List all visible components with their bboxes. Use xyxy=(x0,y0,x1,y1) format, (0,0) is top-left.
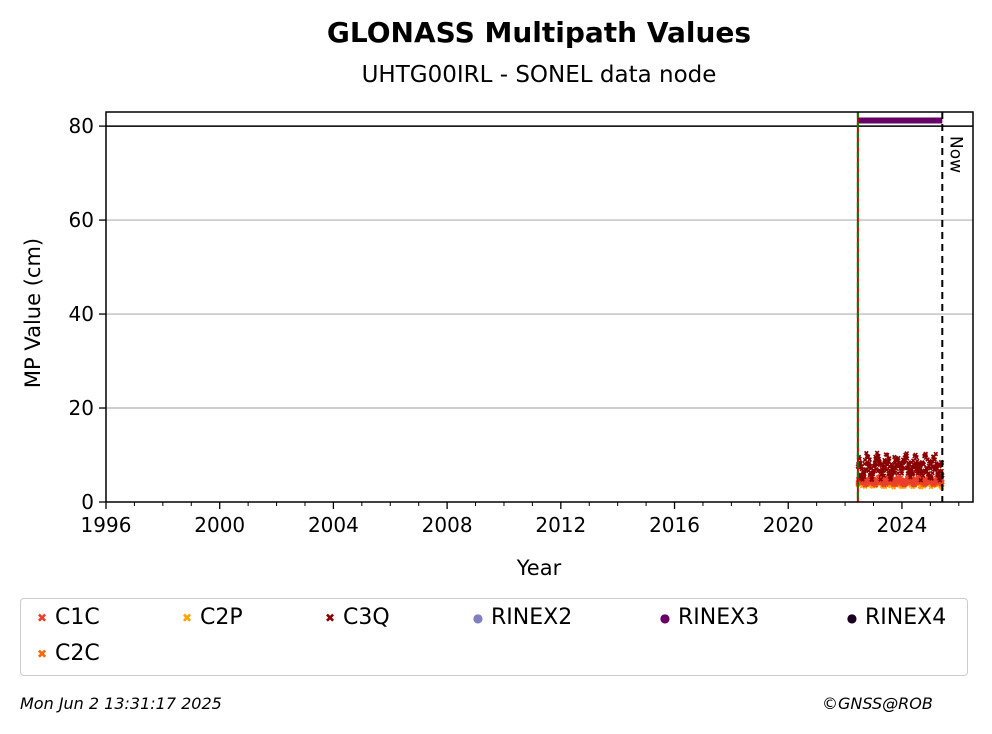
data-point xyxy=(858,460,863,466)
legend-label: C2P xyxy=(200,605,243,630)
dot-marker-icon: ● xyxy=(472,610,484,625)
data-point xyxy=(893,466,899,472)
x-tick-label: 1996 xyxy=(81,513,132,537)
data-point xyxy=(865,454,871,460)
data-point xyxy=(932,457,938,463)
y-tick-label: 60 xyxy=(69,208,94,232)
data-point xyxy=(933,451,939,457)
x-tick-label: 2004 xyxy=(308,513,359,537)
x-tick-label: 2016 xyxy=(649,513,700,537)
x-tick-label: 2020 xyxy=(763,513,814,537)
y-tick-label: 20 xyxy=(69,396,94,420)
legend: ✖ C1C ✖ C2P ✖ C3Q ● RINEX2 ● RINEX3 ● RI… xyxy=(20,598,968,676)
y-axis-label: MP Value (cm) xyxy=(21,238,45,388)
x-marker-icon: ✖ xyxy=(324,610,336,625)
data-point xyxy=(895,455,901,461)
data-point xyxy=(923,451,929,457)
data-point xyxy=(904,456,910,461)
data-point xyxy=(886,456,892,461)
legend-item-c2p: ✖ C2P xyxy=(178,605,243,630)
data-point xyxy=(910,470,916,476)
data-point xyxy=(910,458,916,463)
legend-label: RINEX2 xyxy=(491,605,573,630)
legend-item-rinex3: ● RINEX3 xyxy=(656,605,759,630)
data-point xyxy=(918,477,924,483)
x-marker-icon: ✖ xyxy=(36,610,48,625)
now-label: Now xyxy=(945,136,965,173)
data-point xyxy=(899,471,905,476)
data-point xyxy=(878,477,884,482)
chart-title: GLONASS Multipath Values xyxy=(327,16,751,49)
timestamp: Mon Jun 2 13:31:17 2025 xyxy=(20,694,222,713)
y-tick-label: 0 xyxy=(81,490,94,514)
data-point xyxy=(869,477,875,483)
data-point xyxy=(867,457,872,462)
data-point xyxy=(895,470,901,476)
multipath-chart: GLONASS Multipath Values UHTG00IRL - SON… xyxy=(21,16,974,580)
plot-area: Now 0 20 40 60 80 1996 2000 2004 2008 2012 2016 2020… xyxy=(69,111,974,537)
legend-label: RINEX4 xyxy=(865,605,947,630)
x-tick-label: 2012 xyxy=(535,513,586,537)
data-point xyxy=(866,460,872,466)
legend-item-rinex2: ● RINEX2 xyxy=(469,605,572,630)
data-point xyxy=(926,471,931,476)
legend-label: C2C xyxy=(55,641,100,666)
data-point xyxy=(901,465,907,471)
data-point xyxy=(930,470,935,476)
legend-item-c2c: ✖ C2C xyxy=(33,641,100,666)
data-point xyxy=(863,450,869,456)
data-point xyxy=(862,471,867,477)
legend-label: RINEX3 xyxy=(678,605,760,630)
data-point xyxy=(892,470,898,476)
y-tick-label: 40 xyxy=(69,302,94,326)
dot-marker-icon: ● xyxy=(659,610,671,625)
y-tick-label: 80 xyxy=(69,114,94,138)
x-tick-label: 2024 xyxy=(876,513,927,537)
x-marker-icon: ✖ xyxy=(181,610,193,625)
data-point xyxy=(937,477,943,483)
legend-item-rinex4: ● RINEX4 xyxy=(843,605,946,630)
data-point xyxy=(920,473,926,478)
x-tick-label: 2000 xyxy=(194,513,245,537)
dot-marker-icon: ● xyxy=(846,610,858,625)
x-axis-label: Year xyxy=(516,556,562,580)
data-point xyxy=(929,476,934,481)
data-point xyxy=(881,473,887,479)
data-point xyxy=(884,452,890,458)
plot-frame xyxy=(105,111,974,503)
chart-subtitle: UHTG00IRL - SONEL data node xyxy=(362,62,717,88)
legend-item-c3q: ✖ C3Q xyxy=(321,605,390,630)
x-tick-label: 2008 xyxy=(422,513,473,537)
x-marker-icon: ✖ xyxy=(36,646,48,661)
copyright: ©GNSS@ROB xyxy=(822,694,933,713)
legend-label: C3Q xyxy=(343,605,390,630)
data-point xyxy=(874,450,880,456)
data-point xyxy=(914,454,919,460)
data-point xyxy=(888,475,894,481)
legend-item-c1c: ✖ C1C xyxy=(33,605,100,630)
data-point xyxy=(921,462,927,467)
data-point xyxy=(904,451,910,456)
legend-label: C1C xyxy=(55,605,100,630)
